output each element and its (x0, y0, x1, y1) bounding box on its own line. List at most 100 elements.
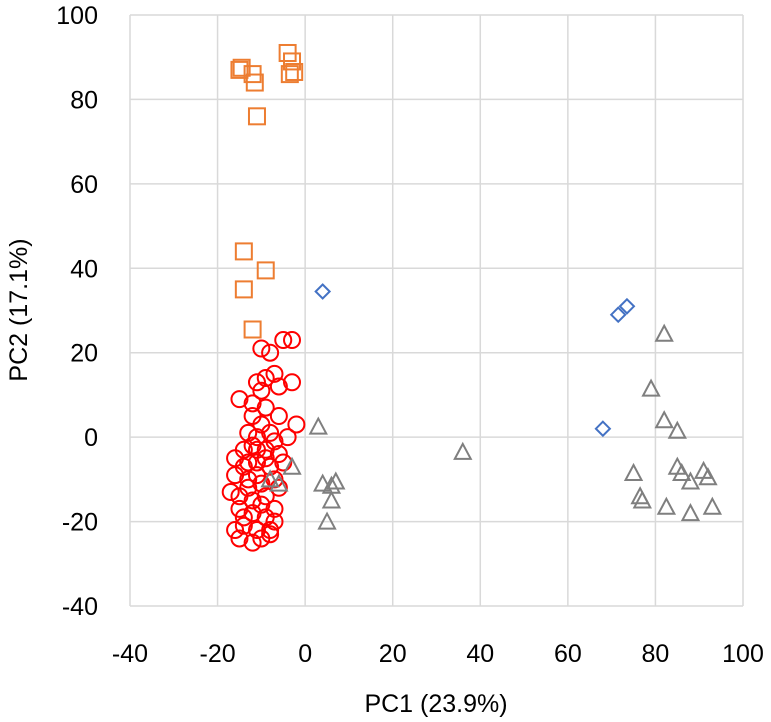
x-tick-label: 100 (722, 640, 764, 668)
diamond-point (609, 306, 627, 324)
triangle-point (321, 490, 342, 509)
square-point (230, 60, 249, 79)
circle-point (287, 415, 306, 434)
circle-point (247, 440, 266, 459)
square-point (285, 62, 304, 81)
triangle-point (260, 469, 280, 488)
circle-point (239, 423, 258, 442)
data-points (221, 43, 723, 552)
x-tick-label: 20 (379, 640, 407, 668)
circle-point (243, 533, 262, 552)
y-tick-label: -40 (62, 593, 98, 621)
circle-point (261, 343, 280, 362)
triangle-point (282, 456, 302, 475)
triangle-point (654, 323, 674, 342)
circle-point (230, 499, 249, 518)
circle-point (269, 407, 288, 426)
square-point (283, 52, 302, 71)
triangle-point (680, 503, 701, 522)
triangle-point (702, 496, 723, 515)
x-tick-label: -40 (112, 640, 148, 668)
circle-point (243, 394, 262, 413)
circle-point (234, 508, 253, 527)
circle-point (247, 453, 266, 472)
diamond-point (618, 297, 636, 315)
circle-point (261, 525, 280, 544)
triangle-point (317, 511, 337, 530)
square-point (234, 242, 253, 261)
square-point (245, 73, 264, 92)
y-tick-label: 40 (70, 255, 98, 283)
circle-point (265, 499, 284, 518)
grid-lines (129, 14, 744, 607)
circle-point (269, 377, 288, 396)
circle-point (278, 428, 297, 447)
circle-point (252, 529, 271, 548)
circle-point (243, 436, 262, 455)
y-tick-label: -20 (62, 509, 98, 537)
circle-point (230, 390, 249, 409)
triangle-point (680, 471, 701, 490)
diamond-point (314, 283, 332, 300)
circle-point (252, 474, 271, 493)
triangle-point (632, 490, 652, 509)
triangle-point (326, 471, 346, 490)
circle-point (283, 331, 302, 350)
x-tick-label: 80 (642, 640, 670, 668)
triangle-point (672, 462, 692, 482)
y-tick-label: 80 (70, 86, 98, 114)
triangle-point (623, 462, 644, 482)
x-tick-label: 40 (466, 640, 494, 668)
circle-point (256, 487, 275, 506)
y-tick-label: 20 (70, 340, 98, 368)
circle-point (247, 466, 266, 485)
circle-point (256, 440, 275, 459)
square-point (232, 58, 251, 77)
circle-point (274, 331, 293, 350)
y-axis-title: PC2 (17.1%) (5, 238, 33, 381)
circle-point (265, 512, 284, 531)
circle-point (256, 369, 275, 388)
triangle-point (698, 467, 718, 486)
diamond-point (594, 420, 612, 438)
circle-point (283, 373, 302, 392)
circle-point (252, 339, 271, 358)
circle-point (243, 491, 262, 510)
circle-point (230, 529, 249, 548)
triangle-point (656, 496, 677, 515)
circle-point (265, 364, 284, 383)
triangle-point (667, 420, 687, 439)
circle-point (261, 423, 280, 442)
circle-point (274, 453, 293, 472)
circle-point (226, 521, 245, 540)
circle-point (247, 428, 266, 447)
circle-point (226, 466, 245, 485)
circle-point (252, 495, 271, 514)
triangle-point (308, 416, 328, 435)
y-tick-label: 0 (84, 424, 98, 452)
square-point (243, 320, 262, 339)
circle-point (261, 457, 280, 476)
circle-point (269, 478, 288, 497)
triangle-point (654, 410, 674, 429)
square-point (234, 280, 253, 299)
circle-point (252, 381, 271, 400)
circle-point (221, 483, 240, 502)
x-tick-label: 60 (554, 640, 582, 668)
circle-point (239, 478, 258, 497)
circle-point (239, 453, 258, 472)
square-point (247, 107, 266, 126)
square-point (256, 261, 275, 280)
circle-point (234, 516, 253, 535)
x-tick-label: -20 (200, 640, 236, 668)
y-tick-label: 60 (70, 171, 98, 199)
triangle-point (269, 473, 289, 492)
triangle-point (312, 473, 333, 492)
triangle-point (641, 378, 661, 397)
x-tick-label: 0 (298, 640, 312, 668)
square-point (280, 65, 299, 84)
x-axis-title: PC1 (23.9%) (364, 690, 507, 718)
circle-point (247, 521, 266, 540)
circle-point (256, 398, 275, 417)
